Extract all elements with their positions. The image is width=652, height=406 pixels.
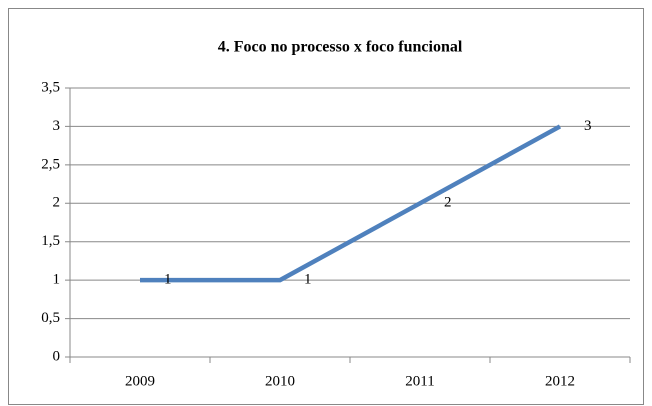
y-tick-label: 2,5 [41, 156, 60, 172]
data-label: 2 [444, 195, 452, 211]
chart-frame [8, 8, 644, 405]
x-tick-label: 2012 [545, 373, 575, 389]
data-label: 1 [304, 272, 312, 288]
y-tick-label: 3 [53, 118, 61, 134]
y-tick-label: 3,5 [41, 79, 60, 95]
chart-title: 4. Foco no processo x foco funcional [218, 39, 463, 56]
data-line [140, 124, 562, 283]
y-tick-label: 2 [53, 195, 61, 211]
data-label: 1 [164, 272, 172, 288]
data-label: 3 [584, 118, 592, 134]
y-tick-label: 1,5 [41, 233, 60, 249]
y-tick-label: 0 [53, 348, 61, 364]
y-tick-label: 0,5 [41, 310, 60, 326]
x-tick-label: 2011 [405, 373, 434, 389]
x-tick-label: 2009 [125, 373, 155, 389]
y-tick-label: 1 [53, 272, 61, 288]
x-tick-label: 2010 [265, 373, 295, 389]
